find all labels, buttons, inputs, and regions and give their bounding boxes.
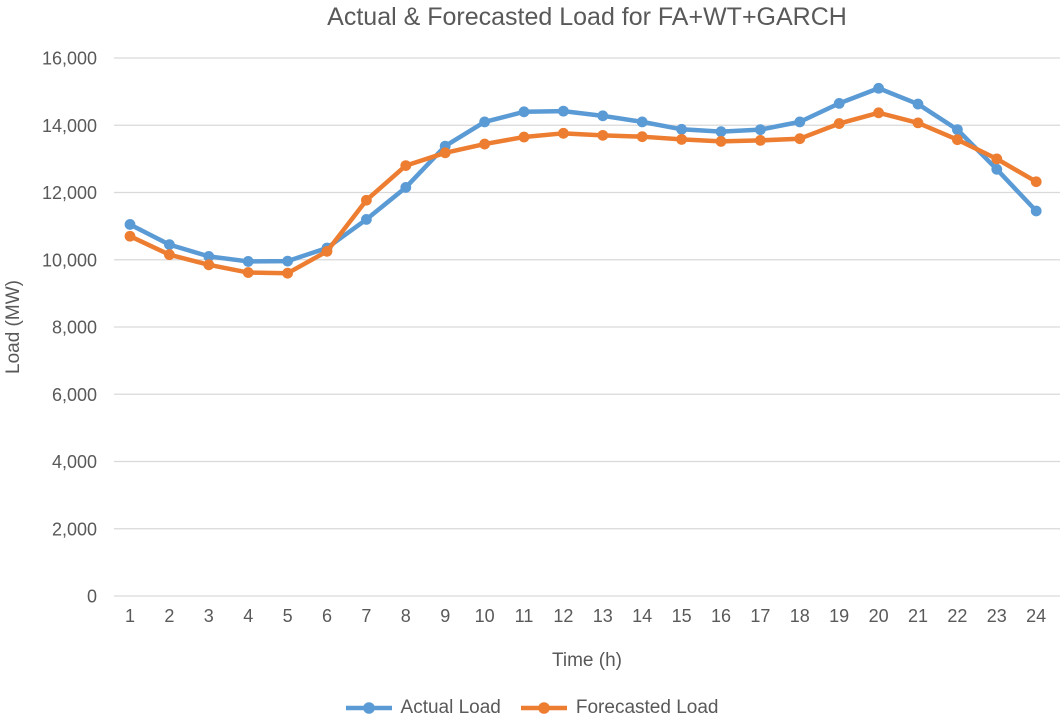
data-point-actual-load: [912, 98, 924, 110]
data-point-actual-load: [164, 239, 175, 251]
x-tick-label: 4: [243, 606, 253, 626]
data-point-forecasted-load: [439, 147, 451, 159]
x-tick-label: 24: [1026, 606, 1046, 626]
data-point-actual-load: [991, 163, 1003, 175]
data-point-forecasted-load: [164, 249, 175, 261]
legend-label-forecasted-load: Forecasted Load: [575, 697, 719, 718]
x-tick-label: 5: [283, 606, 293, 626]
x-tick-label: 2: [164, 606, 174, 626]
x-tick-label: 20: [869, 606, 889, 626]
series-line-actual-load: [127, 86, 1039, 264]
data-point-forecasted-load: [124, 230, 136, 242]
data-point-forecasted-load: [873, 107, 884, 119]
plot-area: 0 2,000 4,000 6,000 8,000 10,000 12,000 14,000 1…: [42, 49, 1060, 626]
x-tick-label: 19: [829, 606, 849, 626]
data-point-forecasted-load: [321, 245, 333, 257]
x-tick-label: 23: [987, 606, 1007, 626]
data-point-forecasted-load: [597, 129, 609, 141]
data-point-actual-load: [203, 250, 215, 262]
data-point-forecasted-load: [952, 134, 963, 146]
data-point-actual-load: [124, 219, 136, 230]
data-point-actual-load: [518, 106, 530, 118]
x-tick-label: 17: [750, 606, 770, 626]
y-tick-label: 10,000: [42, 250, 97, 270]
x-tick-label: 16: [711, 606, 731, 626]
series-line-forecasted-load: [127, 110, 1039, 276]
data-point-forecasted-load: [912, 117, 924, 129]
x-tick-label: 18: [790, 606, 810, 626]
data-point-forecasted-load: [203, 259, 215, 271]
data-point-actual-load: [400, 182, 412, 193]
data-point-forecasted-load: [282, 267, 293, 279]
legend-item-actual-load: Actual Load: [345, 697, 501, 719]
x-tick-label: 13: [593, 606, 613, 626]
x-tick-label: 7: [361, 606, 371, 626]
legend-dot: [362, 702, 375, 714]
data-point-actual-load: [479, 116, 490, 128]
y-tick-label: 16,000: [42, 49, 97, 69]
data-point-forecasted-load: [833, 118, 845, 129]
data-point-forecasted-load: [676, 133, 687, 145]
data-point-actual-load: [558, 105, 569, 117]
y-axis-title: Load (MW): [3, 280, 24, 374]
x-tick-label: 8: [401, 606, 411, 626]
y-tick-label: 12,000: [42, 183, 97, 203]
legend: Actual Load Forecasted Load: [0, 697, 1064, 719]
data-point-forecasted-load: [991, 153, 1003, 165]
data-point-actual-load: [755, 124, 766, 136]
legend-item-forecasted-load: Forecasted Load: [520, 697, 719, 719]
data-point-actual-load: [676, 123, 687, 135]
x-tick-label: 22: [947, 606, 967, 626]
y-tick-label: 6,000: [52, 385, 97, 405]
chart-title: Actual & Forecasted Load for FA+WT+GARCH: [327, 3, 847, 31]
data-point-forecasted-load: [1030, 176, 1042, 188]
x-tick-label: 12: [553, 606, 573, 626]
x-tick-label: 14: [632, 606, 652, 626]
data-point-actual-load: [715, 126, 727, 138]
x-tick-label: 3: [204, 606, 214, 626]
data-point-forecasted-load: [361, 194, 372, 206]
data-point-actual-load: [794, 116, 806, 128]
data-point-actual-load: [636, 116, 648, 128]
data-point-actual-load: [282, 255, 293, 267]
x-tick-label: 15: [672, 606, 692, 626]
data-point-actual-load: [873, 82, 884, 94]
y-tick-label: 2,000: [52, 519, 97, 539]
data-point-forecasted-load: [400, 160, 412, 172]
legend-marker-actual-load-icon: [345, 702, 392, 714]
data-point-forecasted-load: [518, 131, 530, 143]
data-point-forecasted-load: [558, 127, 569, 139]
data-point-actual-load: [833, 97, 845, 109]
data-point-actual-load: [1030, 205, 1042, 217]
y-tick-label: 8,000: [52, 318, 97, 338]
x-tick-label: 9: [440, 606, 450, 626]
data-point-actual-load: [597, 110, 609, 122]
data-point-forecasted-load: [794, 133, 806, 145]
legend-label-actual-load: Actual Load: [400, 697, 501, 718]
data-point-forecasted-load: [479, 138, 490, 150]
legend-marker-forecasted-load-icon: [520, 702, 567, 714]
y-tick-label: 0: [87, 587, 97, 607]
y-tick-label: 4,000: [52, 452, 97, 472]
data-point-forecasted-load: [755, 134, 766, 146]
y-tick-label: 14,000: [42, 116, 97, 136]
data-point-forecasted-load: [715, 135, 727, 147]
data-point-forecasted-load: [242, 267, 254, 278]
data-point-forecasted-load: [636, 131, 648, 143]
x-tick-label: 11: [515, 606, 534, 626]
data-point-actual-load: [952, 124, 963, 136]
x-tick-label: 1: [125, 606, 135, 626]
data-point-actual-load: [242, 256, 254, 267]
x-tick-label: 6: [322, 606, 332, 626]
x-tick-label: 10: [475, 606, 495, 626]
legend-dot: [538, 702, 550, 714]
x-tick-label: 21: [908, 606, 928, 626]
data-point-actual-load: [361, 214, 372, 225]
x-axis-title: Time (h): [551, 650, 623, 671]
